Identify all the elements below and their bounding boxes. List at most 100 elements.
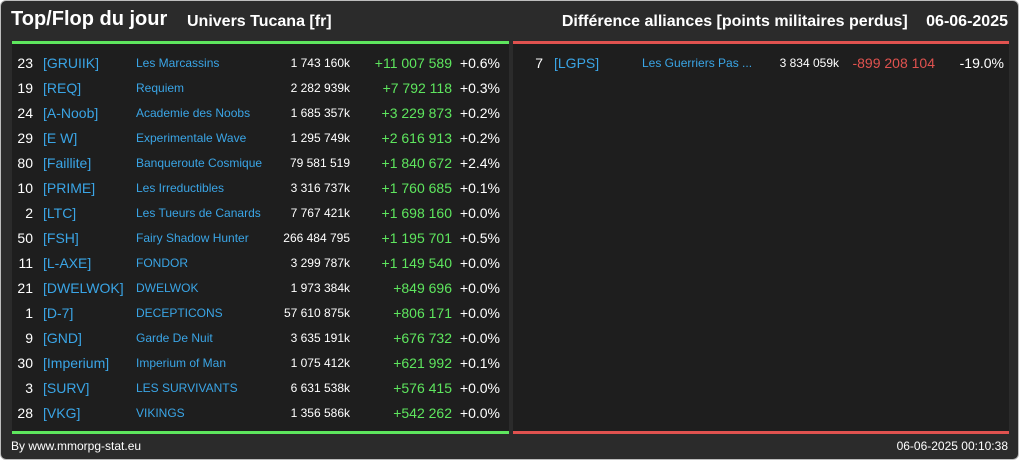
alliance-points: 3 834 059k	[779, 56, 839, 70]
top-row: 24 [A-Noob] Academie des Noobs 1 685 357k +3…	[12, 101, 509, 126]
alliance-points: 1 295 749k	[290, 131, 350, 145]
alliance-tag[interactable]: [D-7]	[43, 305, 74, 321]
alliance-name[interactable]: FONDOR	[136, 256, 188, 270]
top-row: 30 [Imperium] Imperium of Man 1 075 412k +62…	[12, 351, 509, 376]
alliance-rank: 10	[17, 180, 33, 196]
alliance-tag[interactable]: [PRIME]	[43, 180, 96, 196]
alliance-percent: +0.5%	[459, 230, 500, 246]
alliance-percent: +0.0%	[459, 405, 500, 421]
alliance-rank: 24	[17, 105, 33, 121]
top-row: 10 [PRIME] Les Irreductibles 3 316 737k +1 7…	[12, 176, 509, 201]
alliance-tag[interactable]: [REQ]	[43, 80, 82, 96]
alliance-name[interactable]: LES SURVIVANTS	[136, 381, 238, 395]
alliance-diff: +849 696	[393, 280, 452, 296]
alliance-name[interactable]: Les Tueurs de Canards	[136, 206, 261, 220]
alliance-tag[interactable]: [A-Noob]	[43, 105, 99, 121]
alliance-tag[interactable]: [LGPS]	[554, 55, 600, 71]
alliance-diff: +7 792 118	[382, 80, 452, 96]
alliance-percent: +0.6%	[459, 55, 500, 71]
top-row: 9 [GND] Garde De Nuit 3 635 191k +676 732 +0.…	[12, 326, 509, 351]
alliance-percent: +0.0%	[459, 305, 500, 321]
alliance-tag[interactable]: [VKG]	[43, 405, 81, 421]
alliance-percent: +0.1%	[459, 180, 500, 196]
alliance-rank: 29	[17, 130, 33, 146]
alliance-percent: +0.1%	[459, 355, 500, 371]
alliance-rank: 30	[17, 355, 33, 371]
alliance-rank: 9	[25, 330, 33, 346]
alliance-percent: +2.4%	[459, 155, 500, 171]
top-row: 19 [REQ] Requiem 2 282 939k +7 792 118 +0.3%	[12, 76, 509, 101]
alliance-rank: 11	[18, 255, 33, 271]
alliance-rank: 21	[17, 280, 33, 296]
top-row: 28 [VKG] VIKINGS 1 356 586k +542 262 +0.0%	[12, 401, 509, 426]
alliance-points: 57 610 875k	[283, 306, 350, 320]
alliance-percent: +0.2%	[459, 130, 500, 146]
alliance-tag[interactable]: [SURV]	[43, 380, 90, 396]
alliance-diff: -899 208 104	[852, 55, 935, 71]
alliance-rank: 50	[17, 230, 33, 246]
alliance-percent: -19.0%	[959, 55, 1004, 71]
alliance-tag[interactable]: [E W]	[43, 130, 78, 146]
alliance-tag[interactable]: [GRUIIK]	[43, 55, 100, 71]
alliance-tag[interactable]: [L-AXE]	[43, 255, 92, 271]
alliance-diff: +1 195 701	[381, 230, 452, 246]
alliance-points: 79 581 519	[289, 156, 350, 170]
ranking-header: Différence alliances [points militaires …	[562, 13, 1008, 31]
alliance-diff: +3 229 873	[381, 105, 452, 121]
alliance-diff: +576 415	[393, 380, 452, 396]
alliance-name[interactable]: Requiem	[136, 81, 185, 95]
alliance-tag[interactable]: [FSH]	[43, 230, 79, 246]
top-row: 50 [FSH] Fairy Shadow Hunter 266 484 795 +1 …	[12, 226, 509, 251]
alliance-diff: +1 840 672	[381, 155, 452, 171]
alliance-percent: +0.0%	[459, 380, 500, 396]
alliance-name[interactable]: Banqueroute Cosmique	[136, 156, 263, 170]
alliance-diff: +1 149 540	[381, 255, 452, 271]
alliance-name[interactable]: Imperium of Man	[136, 356, 227, 370]
universe-label: Univers Tucana [fr]	[187, 13, 332, 30]
alliance-name[interactable]: Garde De Nuit	[136, 331, 213, 345]
alliance-points: 266 484 795	[283, 231, 350, 245]
alliance-points: 2 282 939k	[290, 81, 350, 95]
alliance-percent: +0.0%	[459, 330, 500, 346]
page-title: Top/Flop du jour	[11, 8, 168, 30]
top-row: 1 [D-7] DECEPTICONS 57 610 875k +806 171 +0.0…	[12, 301, 509, 326]
alliance-name[interactable]: DECEPTICONS	[136, 306, 223, 320]
alliance-percent: +0.0%	[459, 205, 500, 221]
alliance-percent: +0.3%	[459, 80, 500, 96]
alliance-points: 1 685 357k	[290, 106, 350, 120]
alliance-percent: +0.2%	[459, 105, 500, 121]
alliance-rank: 3	[25, 380, 33, 396]
flop-panel: 7 [LGPS] Les Guerriers Pas ... 3 834 059k -8…	[513, 41, 1009, 434]
alliance-name[interactable]: Les Irreductibles	[136, 181, 225, 195]
alliance-name[interactable]: Experimentale Wave	[136, 131, 247, 145]
alliance-tag[interactable]: [DWELWOK]	[43, 280, 124, 296]
alliance-diff: +621 992	[393, 355, 452, 371]
top-row: 80 [Faillite] Banqueroute Cosmique 79 581 5…	[12, 151, 509, 176]
alliance-rank: 19	[17, 80, 33, 96]
alliance-name[interactable]: Academie des Noobs	[136, 106, 251, 120]
alliance-diff: +806 171	[393, 305, 452, 321]
alliance-rank: 23	[17, 55, 33, 71]
alliance-points: 1 743 160k	[290, 56, 350, 70]
alliance-name[interactable]: DWELWOK	[136, 281, 199, 295]
alliance-tag[interactable]: [Faillite]	[43, 155, 92, 171]
footer-source[interactable]: By www.mmorpg-stat.eu	[11, 439, 142, 453]
ranking-type-label: Différence alliances [points militaires …	[561, 13, 908, 30]
alliance-name[interactable]: VIKINGS	[136, 406, 185, 420]
alliance-name[interactable]: Les Marcassins	[136, 56, 220, 70]
alliance-percent: +0.0%	[459, 280, 500, 296]
alliance-name[interactable]: Fairy Shadow Hunter	[136, 231, 249, 245]
header-date: 06-06-2025	[926, 13, 1008, 30]
alliance-diff: +676 732	[393, 330, 452, 346]
alliance-name[interactable]: Les Guerriers Pas ...	[642, 56, 753, 70]
top-row: 23 [GRUIIK] Les Marcassins 1 743 160k +11 00…	[12, 51, 509, 76]
alliance-tag[interactable]: [LTC]	[43, 205, 77, 221]
alliance-tag[interactable]: [Imperium]	[43, 355, 110, 371]
alliance-rank: 7	[535, 55, 543, 71]
top-row: 11 [L-AXE] FONDOR 3 299 787k +1 149 540 +0.0%	[12, 251, 509, 276]
alliance-tag[interactable]: [GND]	[43, 330, 82, 346]
alliance-diff: +1 698 160	[381, 205, 452, 221]
alliance-points: 7 767 421k	[290, 206, 350, 220]
footer-timestamp: 06-06-2025 00:10:38	[896, 439, 1008, 453]
